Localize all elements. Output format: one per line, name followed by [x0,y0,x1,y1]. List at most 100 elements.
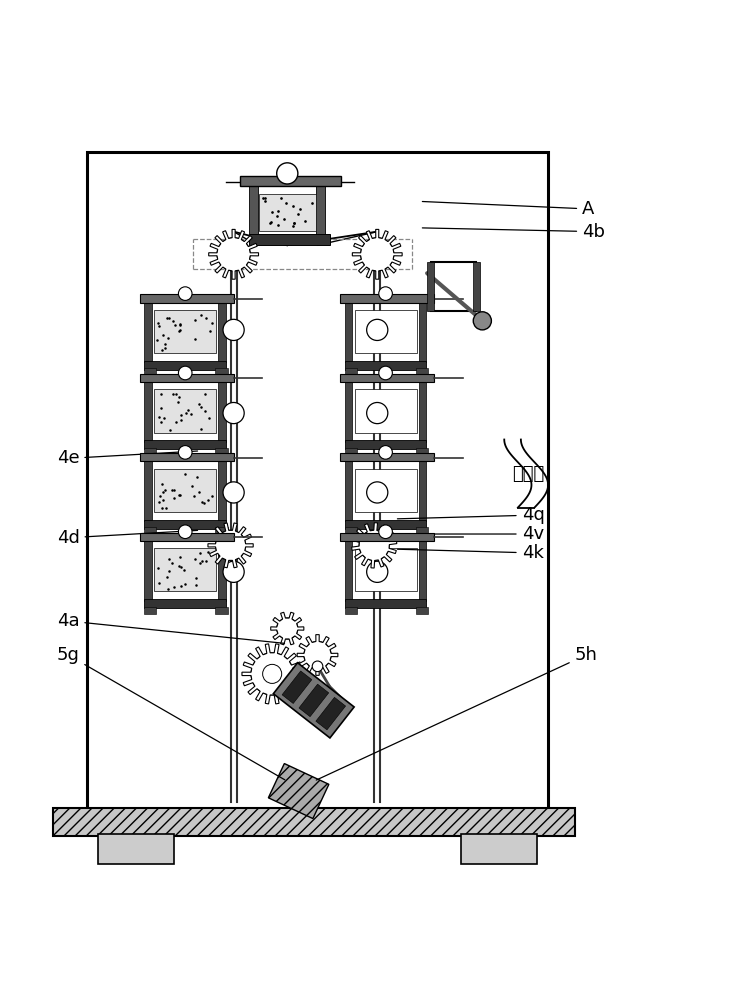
Bar [340,533,434,541]
Circle shape [215,530,246,560]
Bar [98,834,174,864]
Bar [218,534,226,601]
Bar [355,469,417,512]
Bar [340,374,434,382]
Circle shape [277,618,298,639]
Bar [345,368,357,376]
Bar [218,375,226,442]
Bar [249,234,330,245]
Bar [461,834,537,864]
Circle shape [379,525,392,539]
Text: 入料口: 入料口 [513,465,545,483]
Bar [53,808,575,836]
Text: 4e: 4e [57,449,197,467]
Bar [144,440,226,449]
Polygon shape [352,523,397,568]
Bar [215,368,228,376]
Circle shape [178,525,192,539]
Text: 5g: 5g [57,646,285,780]
Bar [154,469,216,512]
Circle shape [379,446,392,459]
Bar [355,389,417,433]
Text: 4v: 4v [398,525,544,543]
Circle shape [223,402,244,424]
Circle shape [312,661,323,672]
Bar [419,534,426,601]
Bar [154,389,216,433]
Bar [259,194,316,231]
Bar [419,296,426,362]
Bar [215,448,228,455]
Bar [140,453,234,461]
Bar [316,179,325,235]
Bar [218,455,226,521]
Bar [268,764,329,819]
Circle shape [223,482,244,503]
Bar [345,375,352,442]
Bar [345,296,352,362]
Bar [144,599,226,608]
Bar [473,262,480,311]
Circle shape [178,446,192,459]
Bar [140,294,234,303]
Text: 4b: 4b [423,223,605,241]
Bar [140,374,234,382]
Circle shape [367,402,388,424]
Text: 4q: 4q [398,506,544,524]
Circle shape [359,530,389,560]
Bar [144,296,152,362]
Circle shape [178,366,192,380]
Bar [144,448,156,455]
Circle shape [379,287,392,300]
Text: A: A [423,200,594,218]
Bar [299,684,329,717]
Bar [416,368,428,376]
Polygon shape [352,229,402,279]
Circle shape [178,287,192,300]
Circle shape [304,641,331,669]
Circle shape [367,561,388,582]
Circle shape [223,561,244,582]
Polygon shape [209,229,259,279]
Bar [340,294,434,303]
Bar [431,262,476,311]
Bar [154,548,216,591]
Bar [144,520,226,529]
Bar [87,152,548,814]
Circle shape [473,312,491,330]
Bar [274,663,354,738]
Bar [144,455,152,521]
Circle shape [277,163,298,184]
Bar [419,455,426,521]
Circle shape [223,319,244,340]
Bar [345,527,357,535]
Bar [416,607,428,614]
Text: 5h: 5h [316,646,597,780]
Bar [144,368,156,376]
Bar [345,599,426,608]
Polygon shape [271,612,304,645]
Bar [427,262,434,311]
Circle shape [379,366,392,380]
Polygon shape [208,523,253,568]
Bar [240,176,340,186]
Circle shape [251,653,293,695]
Bar [355,548,417,591]
Polygon shape [297,635,338,675]
Circle shape [367,319,388,340]
Bar [345,440,426,449]
Bar [345,448,357,455]
Bar [316,697,345,730]
Circle shape [217,238,250,271]
Bar [215,607,228,614]
Bar [144,607,156,614]
Bar [416,527,428,535]
Bar [340,453,434,461]
Bar [144,375,152,442]
Text: 4k: 4k [398,544,544,562]
Bar [144,527,156,535]
Bar [345,534,352,601]
Bar [218,296,226,362]
Bar [282,671,311,703]
Circle shape [361,238,394,271]
